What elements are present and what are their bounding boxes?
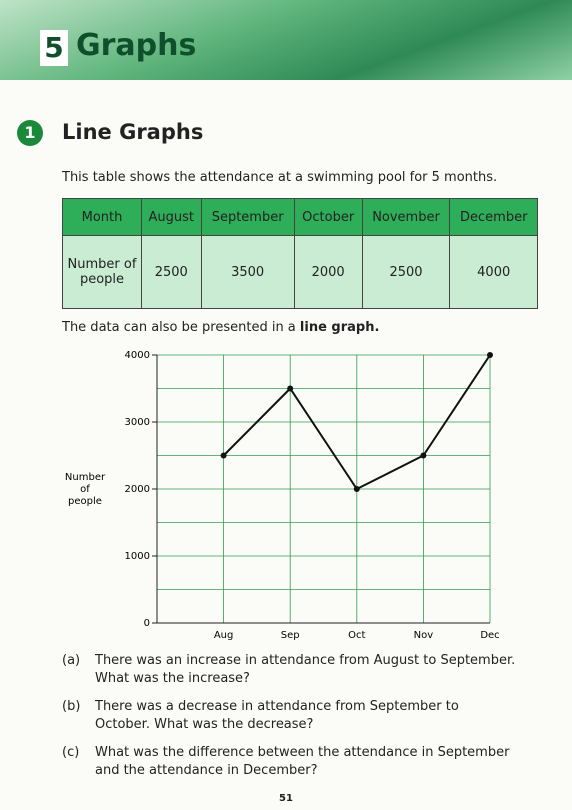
question-text: There was a decrease in attendance from …	[95, 699, 459, 714]
question-label: (b)	[62, 699, 81, 714]
header-row: Month August September October November Decem…	[62, 198, 538, 236]
data-cell: 3500	[200, 235, 295, 309]
header-cell: September	[200, 198, 295, 236]
y-axis-label: people	[68, 496, 102, 507]
data-row: Number of people 2500 3500 2000 2500 4000	[62, 235, 538, 309]
question: (a) There was an increase in attendance f…	[62, 652, 542, 692]
header-cell: October	[293, 198, 363, 236]
x-tick-label: Oct	[348, 630, 365, 641]
y-tick-label: 3000	[125, 417, 150, 428]
section-title: Line Graphs	[62, 120, 204, 144]
data-cell: 2500	[141, 235, 202, 309]
question: (c) What was the difference between the a…	[62, 744, 542, 784]
question-label: (a)	[62, 653, 81, 668]
x-tick-label: Nov	[414, 630, 434, 641]
y-tick-label: 0	[144, 618, 150, 629]
lead-text: The data can also be presented in a line…	[62, 320, 379, 335]
lead-bold: line graph.	[299, 320, 380, 335]
page-number: 51	[279, 793, 293, 804]
question-label: (c)	[62, 745, 80, 760]
attendance-table: Month August September October November Decem…	[62, 198, 538, 309]
data-cell: 4000	[449, 235, 538, 309]
x-tick-label: Sep	[281, 630, 300, 641]
x-tick-label: Dec	[480, 630, 499, 641]
question: (b) There was a decrease in attendance fr…	[62, 698, 542, 738]
lead-plain: The data can also be presented in a	[62, 320, 296, 335]
header-band	[0, 0, 572, 80]
question-text: There was an increase in attendance from…	[95, 653, 516, 668]
header-cell: December	[449, 198, 538, 236]
y-tick-label: 2000	[125, 484, 150, 495]
question-text: October. What was the decrease?	[95, 717, 314, 732]
data-cell: 2500	[361, 235, 451, 309]
data-point	[420, 452, 427, 459]
data-point	[220, 452, 227, 459]
chapter-title: Graphs	[76, 28, 197, 63]
header-cell: August	[141, 198, 202, 236]
intro-text: This table shows the attendance at a swi…	[62, 170, 498, 185]
header-cell: Month	[62, 198, 142, 236]
question-text: What was the increase?	[95, 671, 250, 686]
data-point	[487, 352, 493, 358]
section-number: 1	[17, 120, 43, 146]
y-axis-label: of	[80, 484, 90, 495]
chapter-number: 5	[40, 30, 68, 66]
data-point	[287, 385, 294, 392]
line-chart: 0 1000 2000 3000 4000 Aug Sep Oct Nov Dec Numberof…	[65, 350, 500, 641]
data-cell: Number of people	[62, 235, 142, 309]
data-cell: 2000	[293, 235, 363, 309]
y-tick-label: 1000	[125, 551, 150, 562]
data-point	[353, 486, 360, 492]
y-axis-label: Number	[65, 472, 106, 483]
header-cell: November	[361, 198, 451, 236]
question-text: and the attendance in December?	[95, 763, 318, 778]
question-text: What was the difference between the atte…	[95, 745, 510, 760]
x-tick-label: Aug	[214, 630, 234, 641]
y-tick-label: 4000	[125, 350, 150, 361]
